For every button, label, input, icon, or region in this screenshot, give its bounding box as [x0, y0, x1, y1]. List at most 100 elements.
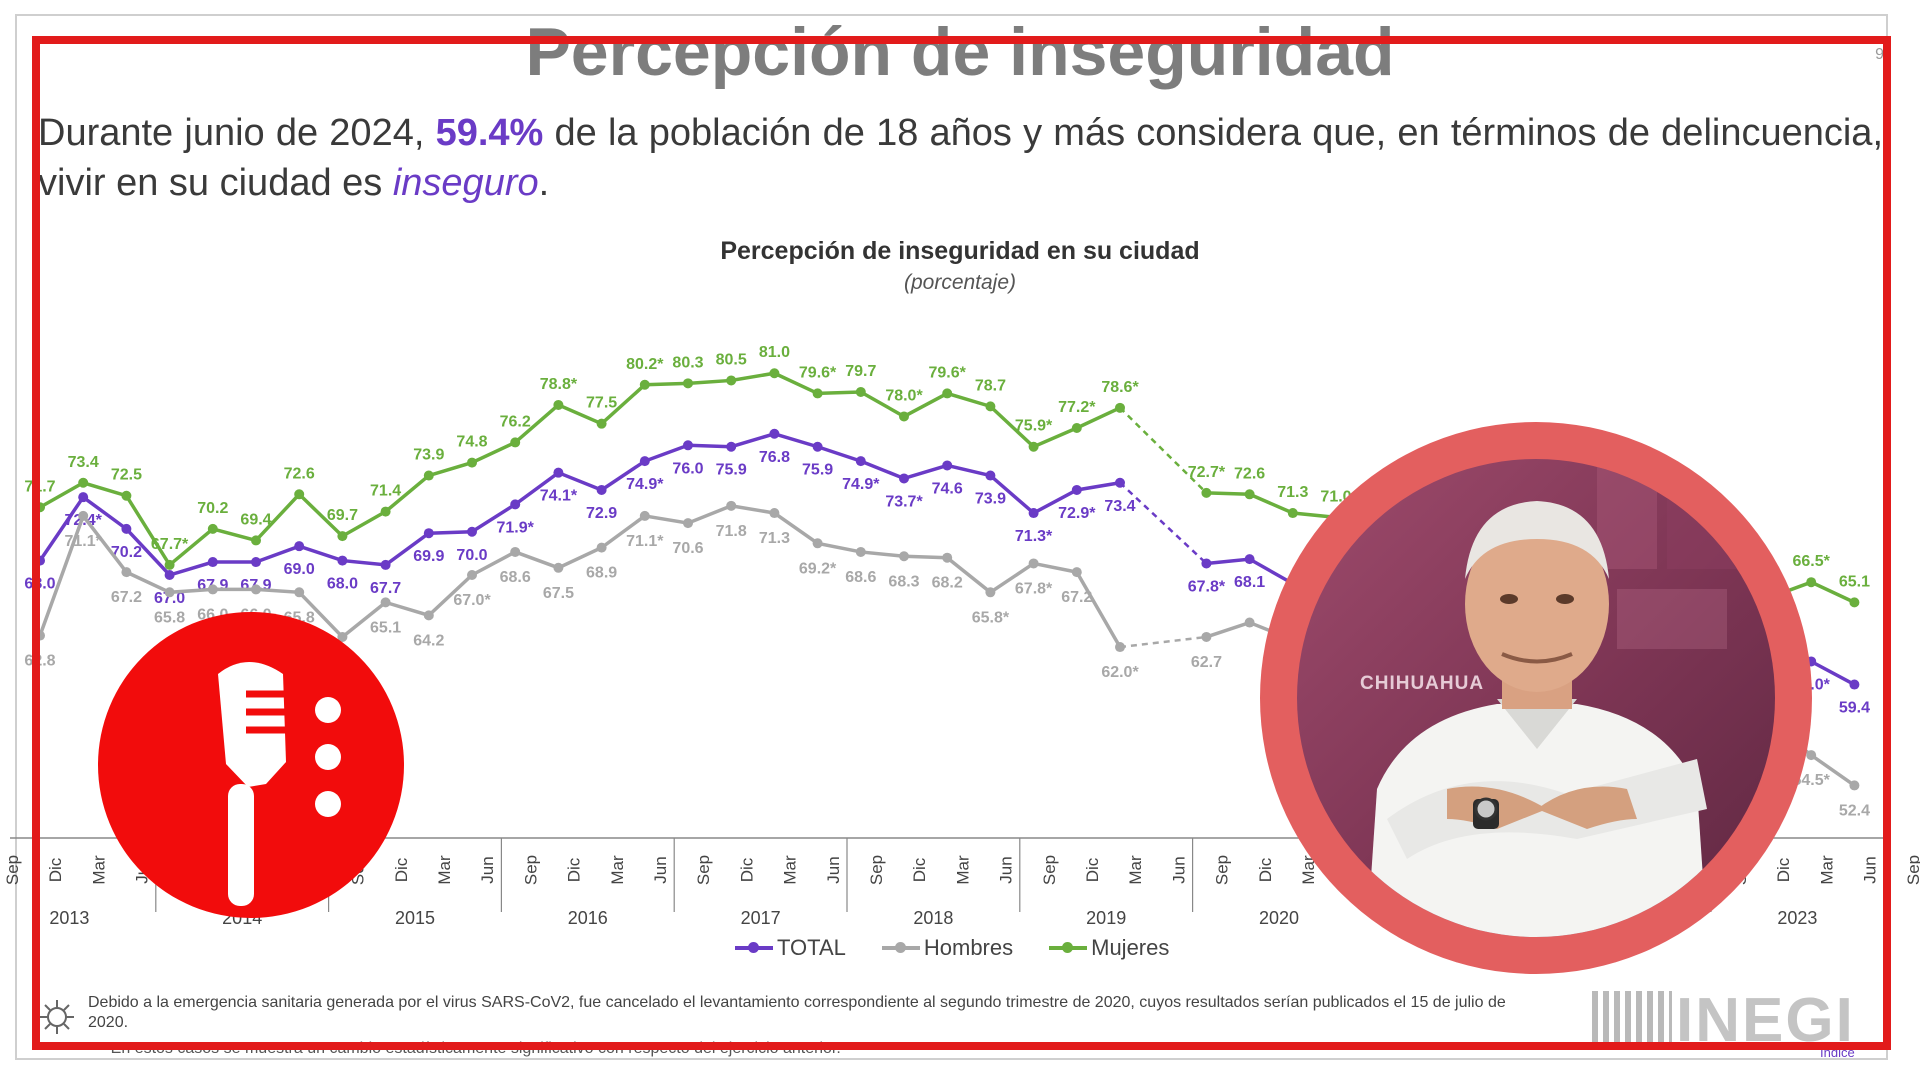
- photo-caption: CHIHUAHUA: [1360, 673, 1485, 694]
- data-point-mujeres: [942, 388, 953, 399]
- data-label-hombres: 67.0*: [453, 592, 491, 609]
- data-point-total: [1115, 477, 1125, 488]
- data-label-hombres: 71.1*: [626, 533, 664, 550]
- data-point-hombres: [639, 510, 650, 521]
- lead-paragraph: Durante junio de 2024, 59.4% de la pobla…: [38, 108, 1883, 208]
- data-point-hombres: [1806, 750, 1817, 761]
- data-point-hombres: [78, 510, 89, 521]
- data-point-hombres: [207, 584, 218, 595]
- x-tick-label: Dic: [737, 857, 756, 882]
- data-point-mujeres: [294, 489, 305, 500]
- footnote-covid: Debido a la emergencia sanitaria generad…: [88, 994, 1506, 1031]
- data-label-mujeres: 73.4: [68, 454, 99, 471]
- data-label-hombres: 62.7: [1191, 654, 1222, 671]
- data-point-total: [207, 557, 218, 568]
- data-label-total: 71.3*: [1015, 528, 1053, 545]
- data-point-total: [639, 456, 650, 467]
- data-point-total: [380, 559, 391, 570]
- data-label-mujeres: 71.4: [370, 483, 401, 500]
- legend-label-hombres: Hombres: [923, 935, 1014, 960]
- data-label-mujeres: 79.6*: [799, 364, 837, 381]
- lead-end: .: [538, 162, 550, 204]
- x-tick-label: Jun: [1169, 856, 1188, 883]
- legend-swatch-mujeres: [1049, 942, 1088, 953]
- data-label-total: 72.9*: [1058, 505, 1096, 522]
- x-tick-label: Sep: [694, 855, 713, 885]
- legend-label-total: TOTAL: [777, 935, 846, 960]
- data-label-hombres: 68.6: [500, 569, 531, 586]
- data-label-mujeres: 65.1: [1839, 573, 1870, 590]
- data-point-total: [294, 541, 305, 552]
- data-point-hombres: [164, 587, 175, 598]
- x-tick-label: Jun: [651, 856, 670, 883]
- data-point-mujeres: [78, 477, 89, 488]
- chart-legend: TOTAL Hombres Mujeres: [735, 935, 1169, 961]
- data-label-mujeres: 78.6*: [1101, 379, 1139, 396]
- data-point-hombres: [380, 597, 391, 608]
- data-label-hombres: 67.2: [111, 589, 142, 606]
- data-label-hombres: 65.8: [154, 609, 185, 626]
- data-label-mujeres: 79.7: [845, 363, 876, 380]
- speaker-silhouette: [1367, 459, 1737, 937]
- legend-item-hombres: Hombres: [881, 935, 1014, 961]
- data-label-total: 67.7: [370, 580, 401, 597]
- data-label-mujeres: 72.6: [1234, 465, 1265, 482]
- data-label-hombres: 62.0*: [1101, 664, 1139, 681]
- data-label-total: 73.7*: [885, 493, 923, 510]
- data-point-mujeres: [510, 437, 521, 448]
- x-tick-label: Sep: [1904, 855, 1920, 885]
- data-point-hombres: [510, 546, 521, 557]
- data-point-total: [1849, 679, 1860, 690]
- data-label-hombres: 71.8: [716, 523, 747, 540]
- data-point-hombres: [596, 542, 607, 553]
- x-tick-label: Dic: [1256, 857, 1275, 882]
- data-label-hombres: 70.6: [672, 540, 703, 557]
- data-label-total: 74.1*: [540, 488, 578, 505]
- data-point-mujeres: [899, 411, 909, 422]
- red-highlight-frame: [32, 36, 1891, 1050]
- series-gap-hombres: [1119, 635, 1207, 649]
- x-tick-label: Mar: [608, 855, 627, 885]
- x-tick-label: Mar: [1126, 855, 1145, 885]
- data-point-hombres: [855, 546, 866, 557]
- slide-title: Percepción de inseguridad: [525, 14, 1395, 90]
- data-label-mujeres: 80.3: [672, 354, 703, 371]
- data-point-mujeres: [1849, 597, 1860, 608]
- x-tick-label: Mar: [435, 855, 454, 885]
- data-label-mujeres: 72.5: [111, 467, 142, 484]
- data-point-total: [899, 473, 909, 484]
- data-label-mujeres: 79.6*: [929, 364, 967, 381]
- x-tick-label: Dic: [46, 857, 65, 882]
- data-label-total: 67.0: [154, 590, 185, 607]
- microphone-icon: [218, 662, 341, 906]
- data-point-mujeres: [985, 401, 996, 412]
- data-point-total: [337, 555, 348, 566]
- data-point-total: [1071, 484, 1082, 495]
- data-label-hombres: 68.6: [845, 569, 876, 586]
- data-point-hombres: [294, 587, 305, 598]
- data-label-total: 68.0: [327, 576, 358, 593]
- series-gap-total: [1119, 481, 1208, 565]
- data-point-hombres: [769, 508, 780, 519]
- x-tick-label: Jun: [997, 856, 1016, 883]
- lead-emphasis: inseguro: [392, 162, 539, 204]
- series-line-mujeres: [39, 371, 1121, 568]
- legend-swatch-total: [735, 942, 773, 953]
- data-label-total: 72.9: [586, 505, 617, 522]
- data-label-mujeres: 80.5: [716, 351, 747, 368]
- data-point-mujeres: [1028, 441, 1039, 452]
- data-point-mujeres: [1244, 489, 1255, 500]
- speaker-photo: CHIHUAHUA: [1297, 459, 1775, 937]
- data-label-mujeres: 69.4: [240, 511, 271, 528]
- data-point-total: [553, 467, 564, 478]
- data-point-total: [942, 460, 953, 471]
- data-label-mujeres: 69.7: [327, 507, 358, 524]
- data-label-hombres: 67.8*: [1015, 580, 1053, 597]
- data-label-total: 69.0: [284, 561, 315, 578]
- data-point-hombres: [1071, 567, 1082, 578]
- data-point-mujeres: [639, 379, 650, 390]
- data-point-total: [769, 428, 780, 439]
- data-label-mujeres: 78.0*: [885, 387, 923, 404]
- data-point-total: [510, 499, 521, 510]
- data-point-total: [683, 440, 693, 451]
